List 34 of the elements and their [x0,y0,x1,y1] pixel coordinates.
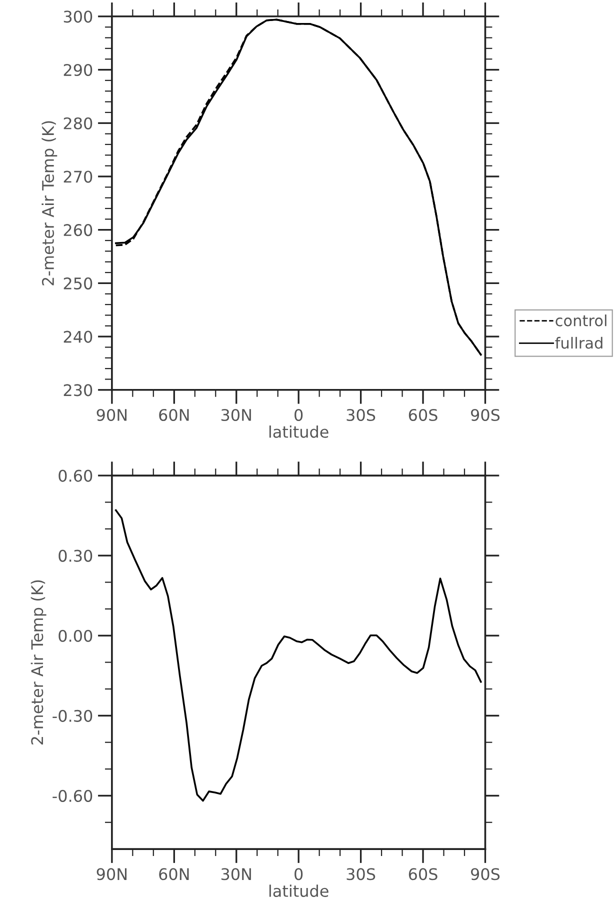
y-tick-label: -0.30 [52,710,92,722]
x-axis-title: latitude [269,426,328,438]
y-tick-label: 230 [64,384,92,396]
y-tick-label: 240 [64,330,92,343]
x-tick-label: 60N [159,408,189,422]
x-tick-label: 30S [346,408,376,422]
y-axis-title: 2-meter Air Temp (K) [30,580,46,744]
x-axis-title: latitude [269,884,328,898]
y-tick-label: 270 [64,170,92,183]
y-tick-label: 0.30 [58,550,92,562]
x-tick-label: 60S [408,408,438,422]
y-tick-label: 250 [64,277,92,290]
x-tick-label: 60S [408,868,438,880]
y-tick-label: 290 [64,64,92,76]
y-axis-title: 2-meter Air Temp (K) [42,121,58,286]
legend-label: fullrad [555,336,602,349]
x-tick-label: 60N [159,868,189,880]
x-tick-label: 30N [221,408,251,422]
x-tick-label: 90N [96,868,126,880]
x-tick-label: 0 [294,408,303,422]
x-tick-label: 0 [294,868,303,880]
x-tick-label: 90S [471,868,500,880]
y-tick-label: 0.60 [58,470,92,482]
y-tick-label: -0.60 [52,790,92,802]
line-series [114,509,482,802]
y-tick-label: 0.00 [58,630,92,642]
y-tick-label: 260 [64,224,92,236]
x-tick-label: 90N [96,408,126,422]
x-tick-label: 30S [346,868,376,880]
y-tick-label: 300 [64,10,92,23]
x-tick-label: 90S [471,408,500,422]
y-tick-label: 280 [64,117,92,130]
x-tick-label: 30N [221,868,251,880]
legend-label: control [556,314,606,326]
